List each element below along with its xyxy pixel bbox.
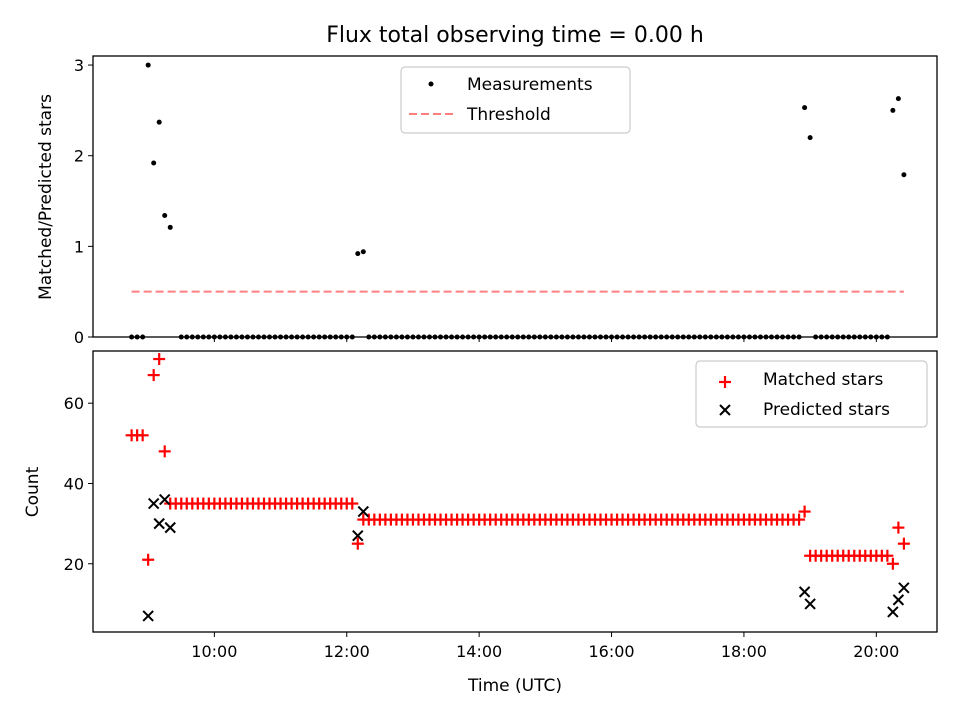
bottom-y-tick-label: 60 [64, 394, 84, 413]
predicted-stars-legend-marker [719, 404, 731, 416]
predicted-star-point [153, 517, 165, 530]
bottom-plot-area [125, 353, 910, 622]
measurement-point [355, 251, 361, 257]
top-y-tick-label: 1 [74, 237, 84, 256]
measurements-legend-marker [428, 81, 434, 87]
matched-star-point [346, 497, 359, 510]
top-y-tick-label: 2 [74, 147, 84, 166]
matched-star-point [142, 553, 155, 566]
top-legend: Measurements Threshold [400, 66, 631, 134]
measurement-point [890, 107, 896, 113]
measurement-point [145, 62, 151, 68]
predicted-star-point-b [892, 594, 905, 606]
predicted-stars-legend-label: Predicted stars [763, 400, 890, 420]
predicted-star-point-b [798, 586, 811, 598]
measurement-point [807, 135, 813, 141]
measurement-point [156, 119, 162, 125]
predicted-star-point-b [164, 521, 176, 534]
predicted-star-point-b [898, 582, 910, 594]
measurement-point [360, 249, 366, 255]
measurement-point [895, 96, 901, 102]
matched-stars-legend-label: Matched stars [763, 370, 883, 390]
bottom-y-axis-label: Count [23, 466, 43, 517]
top-chart-title: Flux total observing time = 0.00 h [326, 23, 704, 48]
predicted-star-point [898, 582, 910, 594]
matched-star-point [881, 549, 894, 562]
bottom-x-tick-label: 18:00 [721, 642, 767, 661]
threshold-legend-label: Threshold [466, 105, 551, 125]
matched-star-point [357, 513, 370, 526]
matched-star-point [892, 521, 905, 534]
measurements-legend-label: Measurements [467, 75, 593, 95]
predicted-star-point-b [147, 497, 160, 510]
matched-star-point [886, 557, 899, 570]
bottom-x-axis-label: Time (UTC) [467, 676, 562, 696]
measurement-point [901, 172, 907, 178]
predicted-star-point [798, 586, 811, 598]
predicted-star-point [352, 529, 364, 542]
predicted-star-point [892, 594, 905, 606]
bottom-x-tick-label: 10:00 [191, 642, 237, 661]
top-plot-frame [92, 55, 938, 338]
matched-stars-legend-marker [719, 376, 731, 388]
top-plot-area [129, 62, 907, 340]
matched-star-point [153, 353, 166, 366]
predicted-star-point-b [153, 517, 165, 530]
matched-star-point [793, 513, 806, 526]
bottom-x-tick-label: 14:00 [456, 642, 502, 661]
predicted-star-point-b [887, 606, 899, 618]
measurement-point [151, 160, 157, 166]
predicted-star-point-b [159, 493, 171, 506]
matched-star-point [798, 505, 811, 518]
top-y-tick-label: 0 [74, 328, 84, 347]
measurement-point [802, 105, 808, 111]
predicted-star-point-b [352, 529, 364, 542]
matched-star-point [804, 549, 817, 562]
bottom-legend-box [695, 360, 928, 428]
matched-star-point [897, 537, 910, 550]
top-legend-box [400, 66, 631, 134]
matched-star-point [136, 429, 149, 442]
bottom-plot-frame [92, 350, 938, 633]
predicted-star-point [804, 598, 816, 610]
bottom-x-tick-label: 12:00 [324, 642, 370, 661]
predicted-star-point [887, 606, 899, 618]
top-y-axis-label: Matched/Predicted stars [36, 94, 56, 300]
bottom-x-tick-label: 16:00 [588, 642, 634, 661]
matched-star-point [351, 537, 364, 550]
matched-star-point [147, 369, 160, 382]
predicted-star-point-b [804, 598, 816, 610]
predicted-star-point [159, 493, 171, 506]
bottom-y-tick-label: 40 [64, 474, 84, 493]
top-y-tick-label: 3 [74, 56, 84, 75]
predicted-star-point-b [357, 505, 370, 518]
predicted-star-point [164, 521, 176, 534]
matched-star-point [158, 445, 171, 458]
predicted-star-point [357, 505, 370, 518]
bottom-y-tick-label: 20 [64, 555, 84, 574]
bottom-legend: Matched stars Predicted stars [695, 360, 928, 428]
measurement-point [167, 224, 173, 230]
predicted-star-point [142, 610, 154, 622]
measurement-point [162, 213, 168, 219]
matched-star-point [164, 497, 177, 510]
bottom-x-tick-label: 20:00 [853, 642, 899, 661]
predicted-star-point [147, 497, 160, 510]
predicted-star-point-b [142, 610, 154, 622]
